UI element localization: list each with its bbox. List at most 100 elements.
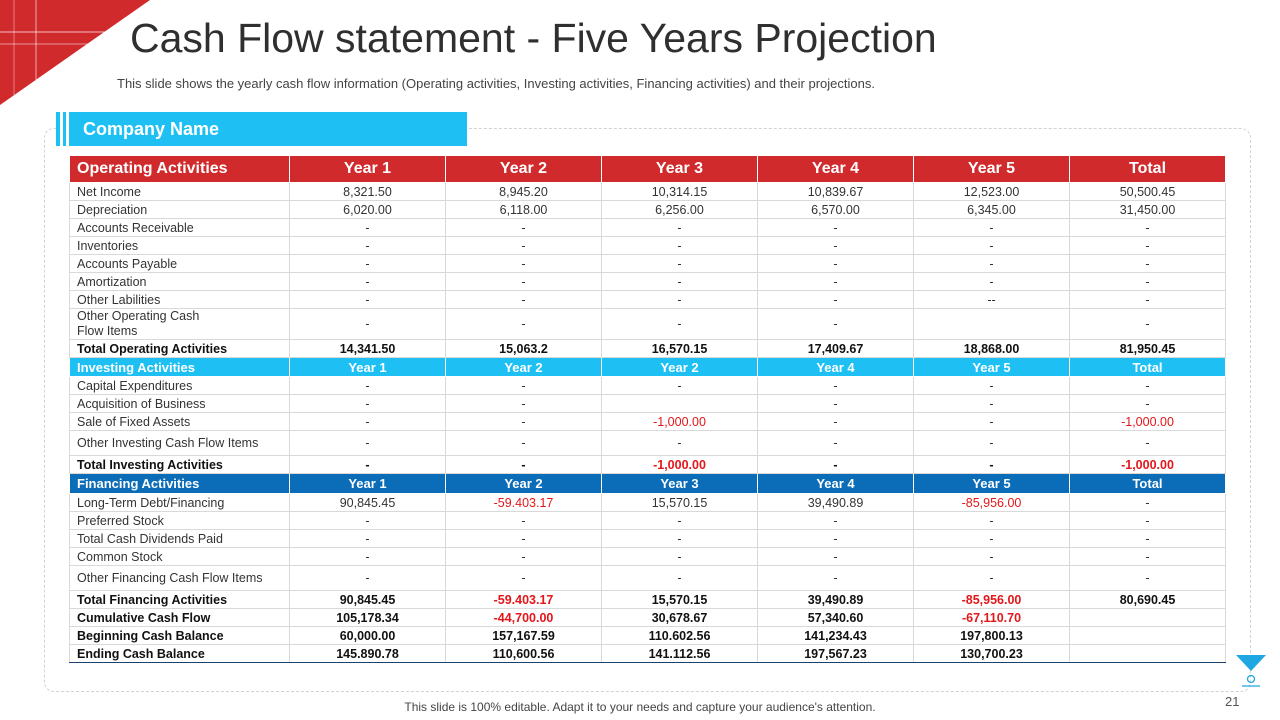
table-cell: [1069, 608, 1226, 627]
table-cell: -: [1069, 430, 1226, 456]
table-cell: 6,256.00: [601, 200, 758, 219]
table-cell: -: [445, 455, 602, 474]
table-cell: 6,020.00: [289, 200, 446, 219]
table-cell: -: [757, 412, 914, 431]
table-cell: -: [601, 236, 758, 255]
row-label: Other Investing Cash Flow Items: [69, 430, 290, 456]
table-cell: -: [289, 218, 446, 237]
row-label: Total Financing Activities: [69, 590, 290, 609]
table-cell: -: [289, 376, 446, 395]
table-cell: -: [1069, 218, 1226, 237]
table-cell: -59.403.17: [445, 590, 602, 609]
logo-icon: [1236, 655, 1266, 687]
table-row: Common Stock - - - - - -: [69, 547, 1226, 566]
table-cell: -: [445, 430, 602, 456]
table-cell: -: [913, 376, 1070, 395]
table-cell: -1,000.00: [1069, 455, 1226, 474]
row-label: Accounts Receivable: [69, 218, 290, 237]
table-row: Other Financing Cash Flow Items - - - - - -: [69, 565, 1226, 591]
table-cell: 30,678.67: [601, 608, 758, 627]
table-cell: -: [601, 430, 758, 456]
table-cell: Total: [1069, 357, 1226, 377]
table-cell: -: [1069, 529, 1226, 548]
table-row: Net Income 8,321.50 8,945.20 10,314.15 10,83…: [69, 182, 1226, 201]
table-cell: -: [601, 529, 758, 548]
table-cell: -: [1069, 272, 1226, 291]
table-cell: [913, 308, 1070, 340]
table-cell: -: [289, 272, 446, 291]
row-label: Preferred Stock: [69, 511, 290, 530]
company-name: Company Name: [83, 119, 220, 139]
table-cell: 39,490.89: [757, 590, 914, 609]
table-total-row: Total Investing Activities - - -1,000.00- - -…: [69, 455, 1226, 474]
table-cell: -: [913, 430, 1070, 456]
table-cell: -: [757, 376, 914, 395]
table-cell: -: [1069, 308, 1226, 340]
table-cell: 141.112.56: [601, 644, 758, 663]
row-label: Common Stock: [69, 547, 290, 566]
table-cell: -44,700.00: [445, 608, 602, 627]
row-label: Other Labilities: [69, 290, 290, 309]
table-cell: -: [913, 547, 1070, 566]
table-cell: -: [757, 236, 914, 255]
row-label: Long-Term Debt/Financing: [69, 493, 290, 512]
table-cell: -: [913, 394, 1070, 413]
table-cell: Year 5: [913, 155, 1070, 183]
table-cell: -: [757, 394, 914, 413]
table-cell: -: [445, 547, 602, 566]
table-cell: -: [1069, 511, 1226, 530]
row-label: Other Operating Cash Flow Items: [69, 308, 290, 340]
page-subtitle: This slide shows the yearly cash flow in…: [117, 76, 875, 91]
table-cell: -: [1069, 565, 1226, 591]
table-cell: -: [1069, 254, 1226, 273]
table-cell: -: [601, 218, 758, 237]
table-cell: [1069, 626, 1226, 645]
table-cell: -: [757, 565, 914, 591]
table-cell: 8,945.20: [445, 182, 602, 201]
table-cell: -: [913, 565, 1070, 591]
table-cell: Total: [1069, 155, 1226, 183]
table-cell: 31,450.00: [1069, 200, 1226, 219]
table-cell: 60,000.00: [289, 626, 446, 645]
row-label: Net Income: [69, 182, 290, 201]
table-cell: 197,567.23: [757, 644, 914, 663]
table-cell: 141,234.43: [757, 626, 914, 645]
table-row: Other Labilities - - - - -- -: [69, 290, 1226, 309]
table-cell: Year 2: [445, 473, 602, 494]
table-total-row: Total Operating Activities 14,341.50 15,06…: [69, 339, 1226, 358]
table-row: Accounts Payable - - - - - -: [69, 254, 1226, 273]
row-label: Total Cash Dividends Paid: [69, 529, 290, 548]
table-cell: Year 1: [289, 155, 446, 183]
row-label: Operating Activities: [69, 155, 290, 183]
table-cell: Year 1: [289, 357, 446, 377]
table-cell: -: [289, 547, 446, 566]
row-label: Other Financing Cash Flow Items: [69, 565, 290, 591]
table-cell: 6,345.00: [913, 200, 1070, 219]
table-cell: 105,178.34: [289, 608, 446, 627]
table-cell: -: [601, 272, 758, 291]
table-cell: -: [289, 412, 446, 431]
table-cell: -1,000.00: [601, 455, 758, 474]
corner-decoration: [0, 0, 150, 105]
table-cell: -85,956.00: [913, 590, 1070, 609]
table-cell: Total: [1069, 473, 1226, 494]
table-cell: -1,000.00: [601, 412, 758, 431]
row-label: Ending Cash Balance: [69, 644, 290, 663]
table-row: Acquisition of Business - - - - -: [69, 394, 1226, 413]
table-cell: -: [445, 308, 602, 340]
row-label: Depreciation: [69, 200, 290, 219]
row-label: Accounts Payable: [69, 254, 290, 273]
table-cell: 16,570.15: [601, 339, 758, 358]
table-cell: -: [289, 308, 446, 340]
table-cell: -: [601, 254, 758, 273]
table-row: Long-Term Debt/Financing 90,845.45 -59.403…: [69, 493, 1226, 512]
table-cell: -: [289, 430, 446, 456]
table-cell: -: [913, 529, 1070, 548]
row-label: Amortization: [69, 272, 290, 291]
table-cell: [601, 394, 758, 413]
table-row: Amortization - - - - - -: [69, 272, 1226, 291]
table-cell: -: [601, 511, 758, 530]
table-cell: Year 5: [913, 357, 1070, 377]
table-cell: -: [289, 236, 446, 255]
table-cell: -: [289, 529, 446, 548]
